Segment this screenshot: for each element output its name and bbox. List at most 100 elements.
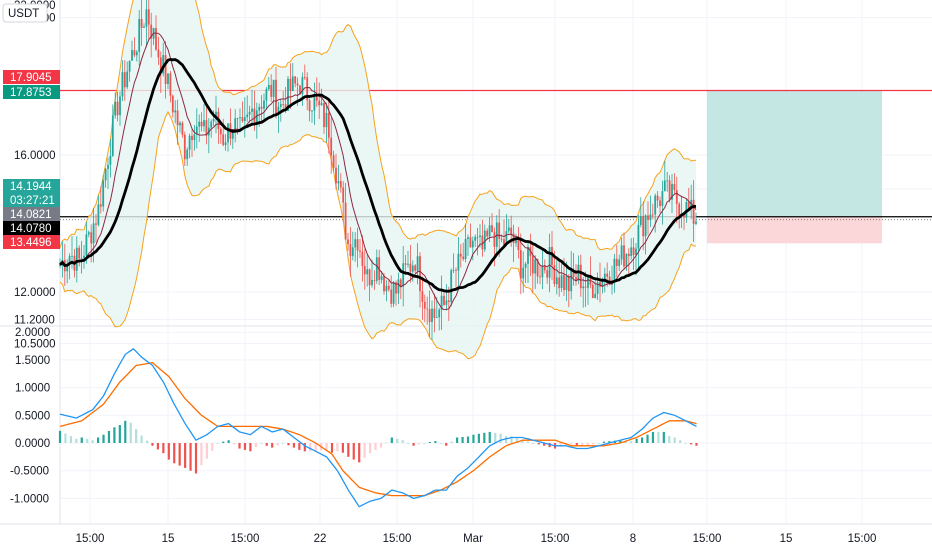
candle-body[interactable]	[601, 279, 604, 287]
macd-histogram-bar[interactable]	[456, 437, 459, 443]
candle-body[interactable]	[265, 89, 268, 101]
candle-body[interactable]	[267, 84, 270, 90]
macd-histogram-bar[interactable]	[145, 440, 149, 443]
macd-histogram-bar[interactable]	[488, 431, 491, 443]
candle-body[interactable]	[138, 18, 141, 52]
macd-histogram-bar[interactable]	[684, 443, 687, 444]
candle-body[interactable]	[491, 225, 493, 233]
candle-body[interactable]	[536, 259, 539, 277]
macd-histogram-bar[interactable]	[374, 443, 377, 450]
candle-body[interactable]	[457, 253, 460, 271]
macd-histogram-bar[interactable]	[69, 436, 72, 443]
macd-axis[interactable]: 2.0000 1.5000 1.0000 0.5000 0.0000 -0.5000 -1.…	[10, 327, 50, 505]
candle-body[interactable]	[289, 78, 292, 92]
macd-histogram-bar[interactable]	[477, 433, 480, 443]
macd-histogram-bar[interactable]	[156, 443, 160, 450]
candle-body[interactable]	[114, 101, 117, 116]
candle-body[interactable]	[78, 247, 81, 259]
candle-body[interactable]	[404, 263, 407, 265]
candle-body[interactable]	[435, 317, 438, 319]
candle-body[interactable]	[200, 121, 203, 127]
stop-zone[interactable]	[707, 216, 882, 244]
candle-body[interactable]	[426, 308, 429, 310]
candle-body[interactable]	[488, 225, 491, 237]
candle-body[interactable]	[294, 76, 297, 84]
macd-histogram-bar[interactable]	[287, 443, 290, 446]
macd-histogram-bar[interactable]	[466, 436, 470, 443]
candle-body[interactable]	[308, 100, 311, 112]
candle-body[interactable]	[572, 270, 575, 277]
macd-histogram-bar[interactable]	[347, 443, 350, 457]
candle-body[interactable]	[119, 96, 121, 116]
macd-histogram-bar[interactable]	[662, 431, 665, 443]
candle-body[interactable]	[330, 137, 333, 156]
candle-body[interactable]	[659, 200, 661, 207]
candle-body[interactable]	[438, 309, 441, 318]
candle-body[interactable]	[445, 300, 448, 305]
macd-histogram-bar[interactable]	[113, 427, 116, 443]
candle-body[interactable]	[392, 282, 395, 304]
macd-histogram-bar[interactable]	[96, 437, 100, 443]
macd-histogram-bar[interactable]	[417, 443, 421, 445]
macd-histogram-bar[interactable]	[695, 443, 698, 446]
candle-body[interactable]	[551, 246, 553, 265]
candle-body[interactable]	[83, 255, 85, 258]
macd-histogram-bar[interactable]	[559, 443, 562, 447]
candle-body[interactable]	[251, 108, 253, 112]
candle-body[interactable]	[481, 235, 484, 250]
candle-body[interactable]	[507, 227, 510, 232]
macd-histogram-bar[interactable]	[75, 438, 78, 443]
candle-body[interactable]	[390, 289, 393, 304]
candle-body[interactable]	[205, 120, 208, 136]
macd-histogram-bar[interactable]	[341, 443, 344, 453]
candle-body[interactable]	[167, 73, 169, 85]
macd-histogram-bar[interactable]	[189, 443, 192, 471]
candle-body[interactable]	[66, 264, 69, 272]
candle-body[interactable]	[272, 79, 275, 97]
candle-body[interactable]	[407, 263, 409, 265]
macd-histogram-bar[interactable]	[679, 440, 682, 443]
macd-histogram-bar[interactable]	[504, 436, 508, 443]
candle-body[interactable]	[248, 111, 251, 115]
candle-body[interactable]	[625, 253, 628, 267]
macd-histogram-bar[interactable]	[162, 443, 165, 454]
macd-histogram-bar[interactable]	[597, 443, 600, 444]
candle-body[interactable]	[368, 269, 371, 286]
candle-body[interactable]	[90, 232, 93, 244]
candle-body[interactable]	[171, 95, 174, 113]
candle-body[interactable]	[639, 216, 642, 225]
macd-histogram-bar[interactable]	[428, 442, 432, 443]
candle-body[interactable]	[579, 264, 582, 289]
candle-body[interactable]	[654, 195, 657, 215]
candle-body[interactable]	[476, 236, 479, 238]
candle-body[interactable]	[327, 112, 330, 138]
macd-histogram-bar[interactable]	[396, 438, 399, 443]
candle-body[interactable]	[347, 239, 349, 245]
macd-histogram-bar[interactable]	[276, 443, 279, 446]
macd-histogram-bar[interactable]	[515, 438, 519, 443]
macd-histogram-bar[interactable]	[592, 443, 595, 445]
moving-average-thick[interactable]	[59, 57, 697, 293]
candle-body[interactable]	[164, 55, 167, 85]
candle-body[interactable]	[301, 77, 304, 95]
candle-body[interactable]	[570, 270, 573, 292]
macd-histogram-bar[interactable]	[205, 443, 208, 459]
price-badge[interactable]: 13.4496	[3, 235, 60, 249]
macd-histogram-bar[interactable]	[358, 443, 361, 463]
candle-body[interactable]	[111, 115, 114, 156]
macd-histogram-bar[interactable]	[298, 443, 301, 450]
candle-body[interactable]	[107, 164, 109, 169]
candle-body[interactable]	[246, 114, 249, 118]
candle-body[interactable]	[479, 235, 481, 237]
candle-body[interactable]	[198, 121, 201, 127]
macd-histogram-bar[interactable]	[494, 432, 497, 443]
candle-body[interactable]	[663, 180, 666, 192]
macd-histogram-bar[interactable]	[200, 443, 203, 466]
macd-histogram-bar[interactable]	[249, 443, 252, 452]
candle-body[interactable]	[419, 256, 421, 292]
candle-body[interactable]	[186, 149, 189, 160]
macd-histogram-bar[interactable]	[651, 431, 655, 443]
macd-histogram-bar[interactable]	[167, 443, 170, 460]
macd-histogram-bar[interactable]	[630, 441, 633, 443]
